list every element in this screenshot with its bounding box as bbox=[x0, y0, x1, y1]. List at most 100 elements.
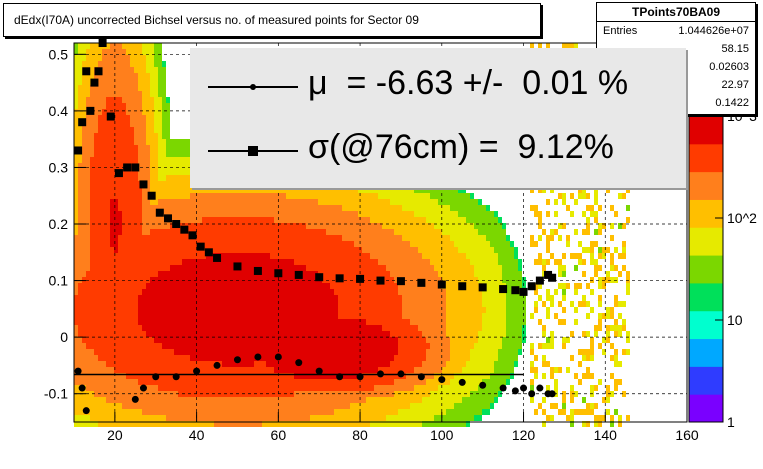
heatmap-cell bbox=[454, 277, 458, 283]
heatmap-cell bbox=[286, 289, 290, 295]
heatmap-cell bbox=[290, 187, 294, 193]
heatmap-cell bbox=[246, 211, 250, 217]
heatmap-cell bbox=[442, 349, 446, 355]
heatmap-cell bbox=[82, 331, 86, 337]
heatmap-cell bbox=[190, 409, 194, 415]
heatmap-cell bbox=[146, 127, 150, 133]
heatmap-cell bbox=[374, 331, 378, 337]
heatmap-cell bbox=[370, 331, 374, 337]
heatmap-cell bbox=[466, 223, 470, 229]
heatmap-cell bbox=[386, 259, 390, 265]
heatmap-cell bbox=[222, 319, 226, 325]
heatmap-cell bbox=[430, 403, 434, 409]
heatmap-cell bbox=[130, 319, 134, 325]
heatmap-cell bbox=[290, 343, 294, 349]
heatmap-cell bbox=[390, 397, 394, 403]
heatmap-cell bbox=[314, 253, 318, 259]
heatmap-cell bbox=[226, 271, 230, 277]
heatmap-cell bbox=[350, 187, 354, 193]
heatmap-cell bbox=[86, 97, 90, 103]
heatmap-cell bbox=[270, 307, 274, 313]
heatmap-cell bbox=[150, 235, 154, 241]
heatmap-cell bbox=[218, 355, 222, 361]
heatmap-cell bbox=[242, 313, 246, 319]
heatmap-cell bbox=[230, 253, 234, 259]
heatmap-cell bbox=[98, 361, 102, 367]
heatmap-cell bbox=[110, 187, 114, 193]
heatmap-cell bbox=[298, 319, 302, 325]
heatmap-cell bbox=[74, 379, 78, 385]
heatmap-cell bbox=[166, 349, 170, 355]
heatmap-cell bbox=[206, 361, 210, 367]
heatmap-cell bbox=[114, 355, 118, 361]
heatmap-cell bbox=[326, 409, 330, 415]
heatmap-cell bbox=[158, 313, 162, 319]
heatmap-cell bbox=[398, 223, 402, 229]
heatmap-cell bbox=[110, 205, 114, 211]
heatmap-cell bbox=[194, 415, 198, 421]
heatmap-cell bbox=[414, 313, 418, 319]
heatmap-cell bbox=[442, 187, 446, 193]
heatmap-cell bbox=[146, 253, 150, 259]
heatmap-cell bbox=[130, 49, 134, 55]
heatmap-cell bbox=[102, 151, 106, 157]
heatmap-cell bbox=[174, 253, 178, 259]
heatmap-cell bbox=[198, 373, 202, 379]
heatmap-cell bbox=[210, 367, 214, 373]
heatmap-cell bbox=[114, 127, 118, 133]
heatmap-cell bbox=[382, 325, 386, 331]
heatmap-cell bbox=[410, 235, 414, 241]
heatmap-cell bbox=[422, 223, 426, 229]
heatmap-cell bbox=[438, 187, 442, 193]
heatmap-cell bbox=[222, 199, 226, 205]
heatmap-cell bbox=[110, 61, 114, 67]
heatmap-cell bbox=[330, 187, 334, 193]
heatmap-cell bbox=[114, 235, 118, 241]
heatmap-cell bbox=[290, 301, 294, 307]
heatmap-cell bbox=[86, 289, 90, 295]
heatmap-cell bbox=[122, 43, 126, 49]
heatmap-cell bbox=[214, 229, 218, 235]
heatmap-cell bbox=[118, 421, 122, 427]
heatmap-cell bbox=[166, 103, 170, 109]
heatmap-cell bbox=[430, 271, 434, 277]
heatmap-cell bbox=[418, 349, 422, 355]
heatmap-cell bbox=[94, 91, 98, 97]
heatmap-cell bbox=[226, 343, 230, 349]
heatmap-cell bbox=[330, 373, 334, 379]
heatmap-cell bbox=[382, 373, 386, 379]
heatmap-cell bbox=[274, 349, 278, 355]
heatmap-cell bbox=[450, 355, 454, 361]
heatmap-cell bbox=[342, 217, 346, 223]
heatmap-cell bbox=[118, 49, 122, 55]
heatmap-cell bbox=[178, 241, 182, 247]
heatmap-cell bbox=[362, 265, 366, 271]
heatmap-cell bbox=[450, 385, 454, 391]
heatmap-cell bbox=[166, 361, 170, 367]
heatmap-cell bbox=[310, 265, 314, 271]
heatmap-cell bbox=[430, 307, 434, 313]
heatmap-cell bbox=[130, 187, 134, 193]
heatmap-cell bbox=[234, 241, 238, 247]
heatmap-cell bbox=[74, 295, 78, 301]
heatmap-cell bbox=[154, 205, 158, 211]
heatmap-cell bbox=[158, 169, 162, 175]
heatmap-cell bbox=[354, 331, 358, 337]
heatmap-cell bbox=[414, 349, 418, 355]
heatmap-cell bbox=[190, 283, 194, 289]
heatmap-cell bbox=[446, 271, 450, 277]
heatmap-cell bbox=[274, 319, 278, 325]
heatmap-cell bbox=[454, 211, 458, 217]
heatmap-cell bbox=[146, 349, 150, 355]
heatmap-cell bbox=[98, 301, 102, 307]
heatmap-cell bbox=[374, 337, 378, 343]
heatmap-cell bbox=[146, 199, 150, 205]
heatmap-cell bbox=[134, 109, 138, 115]
heatmap-cell bbox=[298, 307, 302, 313]
heatmap-cell bbox=[298, 343, 302, 349]
heatmap-cell bbox=[290, 325, 294, 331]
heatmap-cell bbox=[330, 331, 334, 337]
heatmap-cell bbox=[322, 259, 326, 265]
heatmap-cell bbox=[462, 409, 466, 415]
heatmap-cell bbox=[130, 385, 134, 391]
